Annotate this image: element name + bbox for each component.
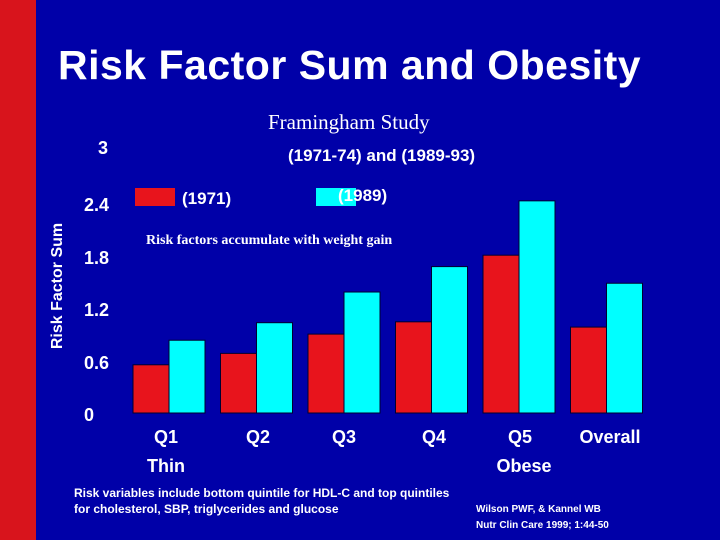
bar-1989-overall: [606, 282, 643, 414]
legend-label-1971: (1971): [182, 189, 232, 208]
bar-1989-q4: [431, 266, 468, 414]
legend-swatch-1971: [135, 188, 175, 206]
page-title: Risk Factor Sum and Obesity: [58, 42, 642, 88]
x-tick-sublabel-thin: Thin: [147, 456, 185, 476]
x-tick-label: Q5: [507, 427, 532, 447]
x-tick-label: Q2: [245, 427, 270, 447]
x-tick-label: Overall: [579, 427, 641, 447]
citation-authors: Wilson PWF, & Kannel WB: [476, 504, 601, 515]
x-tick-label: Q1: [153, 427, 178, 447]
y-tick-label: 2.4: [84, 195, 110, 215]
x-tick-sublabel-obese: Obese: [496, 456, 552, 476]
bar-1971-q1: [132, 364, 170, 414]
footnote: Risk variables include bottom quintile f…: [74, 486, 450, 516]
y-tick-label: 3: [98, 138, 109, 158]
citation-journal: Nutr Clin Care 1999; 1:44-50: [476, 520, 609, 531]
chart-annotation: Risk factors accumulate with weight gain: [146, 233, 393, 248]
legend-swatch-1989: [316, 188, 356, 206]
bar-1989-q1: [168, 339, 206, 414]
citation: Wilson PWF, & Kannel WB Nutr Clin Care 1…: [476, 502, 676, 534]
x-tick-label: Q3: [331, 427, 356, 447]
y-tick-label: 1.2: [84, 300, 110, 320]
bar-1971-q4: [395, 321, 432, 414]
legend-label-1989: (1989): [338, 186, 388, 205]
bar-1971-q5: [482, 254, 520, 414]
bar-1989-q3: [343, 291, 381, 414]
y-tick-label: 1.8: [84, 248, 110, 268]
bar-1971-q2: [220, 352, 257, 414]
x-tick-label: Q4: [421, 427, 446, 447]
y-tick-label: 0.6: [84, 353, 110, 373]
bar-1989-q5: [518, 200, 556, 414]
bar-1989-q2: [256, 322, 293, 414]
y-tick-label: 0: [84, 405, 95, 425]
left-accent-stripe: [0, 0, 36, 540]
chart-subtitle: Framingham Study: [268, 110, 430, 134]
study-period: (1971-74) and (1989-93): [288, 146, 476, 165]
bar-1971-overall: [570, 326, 607, 414]
bar-1971-q3: [307, 333, 345, 414]
